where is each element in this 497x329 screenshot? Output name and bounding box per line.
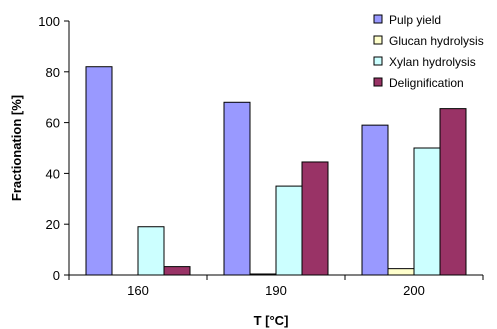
y-axis-title: Fractionation [%] bbox=[9, 95, 24, 201]
x-tick-label: 200 bbox=[403, 283, 425, 298]
y-tick-label: 60 bbox=[46, 116, 60, 131]
legend-swatch bbox=[373, 77, 383, 87]
y-tick-label: 20 bbox=[46, 217, 60, 232]
x-tick-label: 160 bbox=[127, 283, 149, 298]
legend-label: Xylan hydrolysis bbox=[389, 55, 476, 69]
bar-xylan-hydrolysis bbox=[275, 185, 303, 276]
x-tick-label: 190 bbox=[265, 283, 287, 298]
x-axis-title: T [°C] bbox=[254, 313, 289, 328]
y-tick-label: 40 bbox=[46, 166, 60, 181]
y-tick-label: 80 bbox=[46, 65, 60, 80]
bar-delignification bbox=[301, 161, 329, 276]
legend-label: Pulp yield bbox=[389, 13, 441, 27]
bar-pulp-yield bbox=[85, 66, 113, 276]
y-tick-label: 0 bbox=[53, 268, 60, 283]
bar-glucan-hydrolysis bbox=[249, 273, 277, 276]
bar-glucan-hydrolysis bbox=[387, 268, 415, 276]
legend: Pulp yield Glucan hydrolysis Xylan hydroly… bbox=[373, 13, 484, 90]
bar-xylan-hydrolysis bbox=[413, 147, 441, 276]
legend-label: Glucan hydrolysis bbox=[389, 34, 484, 48]
plot-area bbox=[68, 21, 483, 276]
bar-pulp-yield bbox=[361, 124, 389, 276]
bar-pulp-yield bbox=[223, 101, 251, 276]
bar-xylan-hydrolysis bbox=[137, 226, 165, 276]
legend-swatch bbox=[373, 56, 383, 66]
y-tick-label: 100 bbox=[38, 14, 60, 29]
legend-swatch bbox=[373, 14, 383, 24]
bar-delignification bbox=[439, 108, 467, 276]
y-axis-ticks: 0 20 40 60 80 100 bbox=[38, 14, 69, 283]
legend-label: Delignification bbox=[389, 76, 464, 90]
bar-delignification bbox=[163, 266, 191, 276]
x-axis-ticks: 160 190 200 bbox=[68, 275, 484, 298]
legend-swatch bbox=[373, 35, 383, 45]
